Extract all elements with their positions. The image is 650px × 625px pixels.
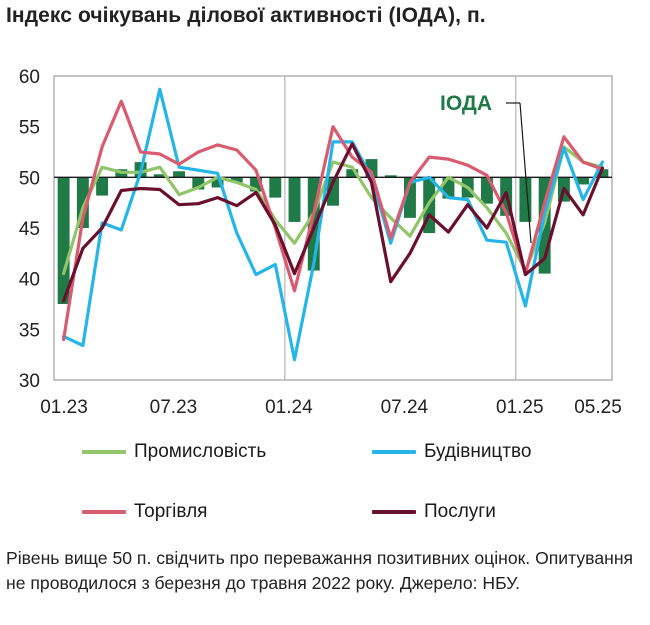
ioda-bar (192, 177, 205, 190)
plot-frame (53, 75, 613, 381)
y-tick-label: 50 (19, 168, 40, 189)
ioda-bar (384, 175, 397, 178)
y-tick-label: 35 (19, 320, 40, 341)
ioda-annotation-leader (519, 102, 532, 244)
ioda-bar (173, 171, 186, 178)
chart-note: Рівень вище 50 п. свідчить про переважан… (6, 548, 634, 593)
ioda-bar (346, 169, 359, 178)
legend-label-trade: Торгівля (134, 501, 208, 522)
chart-title: Індекс очікувань ділової активності (ІОД… (6, 4, 486, 27)
ioda-bar (519, 177, 532, 222)
legend-item-services: Послуги (372, 501, 496, 523)
ioda-bar (57, 177, 70, 304)
legend-swatch-trade (82, 510, 126, 514)
ioda-annotation-label: ІОДА (440, 92, 492, 115)
industry-line (61, 145, 605, 276)
legend-swatch-services (372, 510, 416, 514)
ioda-bar (480, 177, 493, 204)
ioda-bar (307, 177, 320, 271)
ioda-bar (96, 177, 109, 196)
legend-label-industry: Промисловість (134, 441, 267, 462)
construction-line (61, 87, 605, 362)
legend-label-construction: Будівництво (424, 441, 532, 462)
ioda-bar (211, 177, 224, 188)
legend-item-trade: Торгівля (82, 501, 207, 523)
ioda-bar (442, 177, 455, 199)
legend-item-industry: Промисловість (82, 441, 266, 463)
y-tick-label: 40 (19, 270, 40, 291)
legend-item-construction: Будівництво (372, 441, 531, 463)
y-tick-label: 60 (19, 67, 40, 88)
ioda-bar (153, 174, 166, 178)
legend-label-services: Послуги (424, 501, 496, 522)
legend-swatch-construction (372, 450, 416, 454)
y-tick-label: 45 (19, 219, 40, 240)
ioda-bar (288, 177, 301, 222)
x-tick-label: 01.24 (265, 397, 313, 418)
ioda-bar (76, 177, 89, 228)
y-tick-label: 55 (19, 118, 40, 139)
x-tick-label: 07.23 (150, 397, 198, 418)
ioda-bar (365, 159, 378, 178)
x-tick-label: 05.25 (574, 397, 622, 418)
x-tick-label: 01.25 (496, 397, 544, 418)
x-tick-label: 07.24 (381, 397, 429, 418)
ioda-bar (327, 177, 339, 206)
trade-line (61, 99, 605, 342)
ioda-bar (404, 177, 416, 218)
ioda-bar (230, 177, 243, 183)
ioda-bar (250, 177, 262, 192)
y-tick-label: 30 (19, 371, 40, 392)
services-line (61, 142, 605, 303)
chart-svg: 30 35 40 45 50 55 60 01.23 07.23 01.24 07.24 01.25 0… (19, 67, 622, 418)
ioda-bar (577, 177, 590, 185)
ioda-bar (596, 169, 609, 178)
ioda-bar (269, 177, 282, 198)
x-tick-label: 01.23 (40, 397, 88, 418)
legend-swatch-industry (82, 450, 126, 454)
